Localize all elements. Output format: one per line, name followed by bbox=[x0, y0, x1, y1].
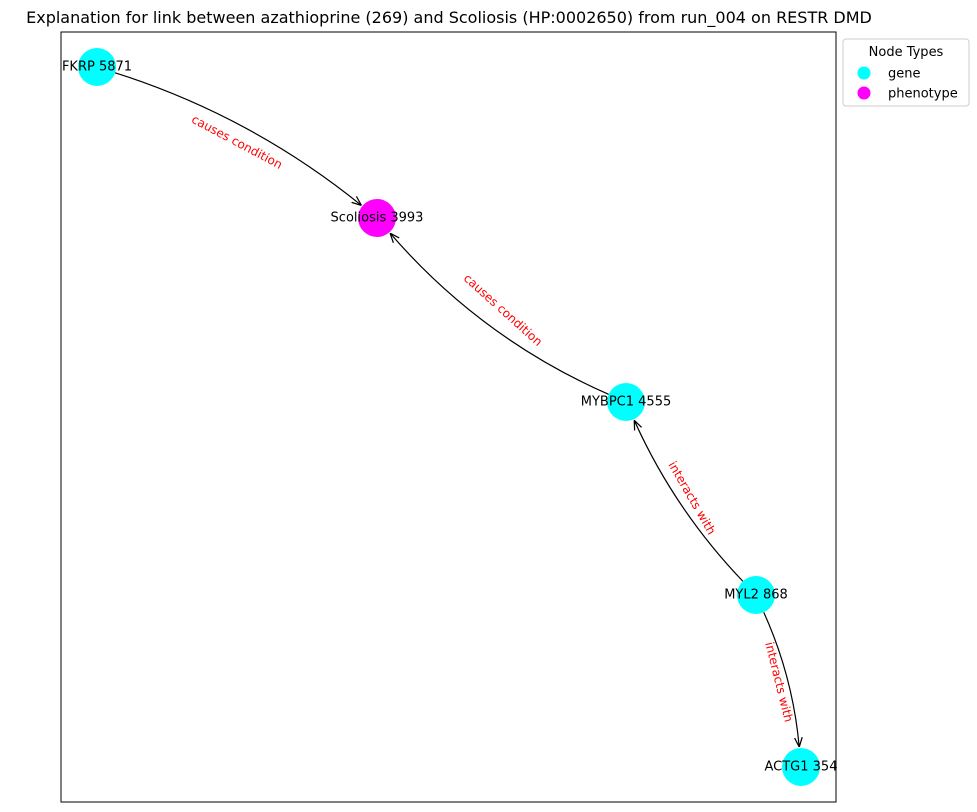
node-fkrp: FKRP 5871 bbox=[62, 48, 132, 86]
edge-myl2-mybpc1 bbox=[634, 420, 744, 582]
node-label-scoliosis: Scoliosis 3993 bbox=[331, 211, 424, 226]
legend-marker-gene bbox=[857, 66, 871, 80]
edge-label-mybpc1-scoliosis: causes condition bbox=[461, 271, 545, 349]
node-label-myl2: MYL2 868 bbox=[724, 588, 788, 603]
node-circle-myl2 bbox=[737, 576, 775, 614]
plot-frame bbox=[60, 31, 837, 803]
node-mybpc1: MYBPC1 4555 bbox=[581, 383, 671, 421]
node-label-mybpc1: MYBPC1 4555 bbox=[581, 395, 671, 410]
chart-title: Explanation for link between azathioprin… bbox=[26, 8, 872, 28]
nodes-layer: FKRP 5871 Scoliosis 3993 MYBPC1 4555 MYL2 8… bbox=[62, 48, 838, 786]
legend-item-gene: gene bbox=[857, 66, 921, 82]
legend-box bbox=[842, 38, 970, 107]
edge-mybpc1-scoliosis bbox=[390, 233, 609, 395]
node-scoliosis: Scoliosis 3993 bbox=[331, 199, 424, 237]
legend-label-gene: gene bbox=[888, 67, 921, 82]
node-circle-scoliosis bbox=[358, 199, 396, 237]
node-label-fkrp: FKRP 5871 bbox=[62, 60, 132, 75]
edge-myl2-actg1 bbox=[763, 612, 799, 747]
legend-marker-phenotype bbox=[857, 86, 871, 100]
legend: Node Types gene phenotype bbox=[842, 38, 970, 107]
node-myl2: MYL2 868 bbox=[724, 576, 788, 614]
legend-item-phenotype: phenotype bbox=[857, 86, 958, 102]
node-circle-mybpc1 bbox=[607, 383, 645, 421]
legend-label-phenotype: phenotype bbox=[888, 87, 958, 102]
edge-label-myl2-actg1: interacts with bbox=[762, 640, 795, 723]
legend-title: Node Types bbox=[869, 45, 944, 60]
edge-label-myl2-mybpc1: interacts with bbox=[665, 459, 718, 537]
node-circle-fkrp bbox=[78, 48, 116, 86]
node-label-actg1: ACTG1 354 bbox=[765, 760, 838, 775]
node-actg1: ACTG1 354 bbox=[765, 748, 838, 786]
node-circle-actg1 bbox=[782, 748, 820, 786]
edge-fkrp-scoliosis bbox=[114, 72, 361, 206]
